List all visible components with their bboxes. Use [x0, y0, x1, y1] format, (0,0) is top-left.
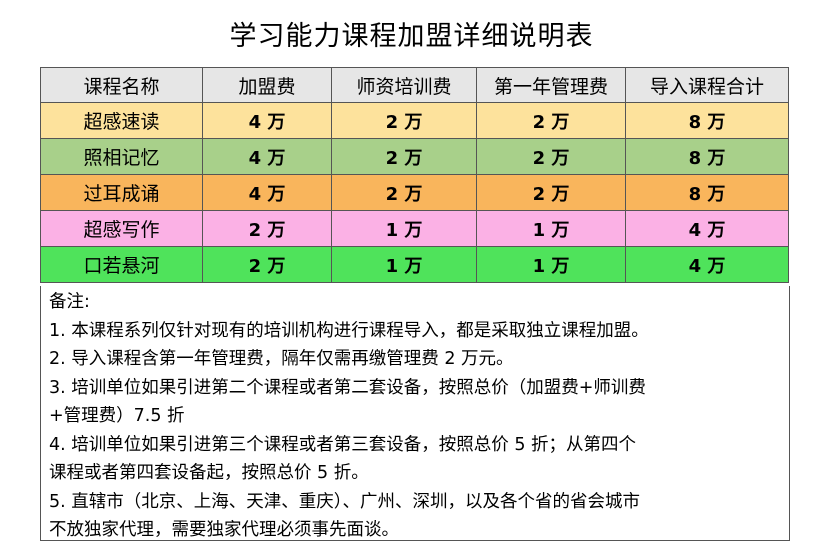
fee-cell: 4 万: [625, 246, 789, 283]
fee-cell: 1 万: [476, 246, 626, 283]
note-line: 4. 培训单位如果引进第三个课程或者第三套设备，按照总价 5 折；从第四个: [49, 434, 637, 455]
header-total: 导入课程合计: [625, 67, 789, 103]
fee-cell: 2 万: [476, 174, 626, 211]
fee-cell: 2 万: [476, 102, 626, 139]
fee-cell: 2 万: [331, 138, 477, 175]
header-franchise-fee: 加盟费: [202, 67, 332, 103]
header-training-fee: 师资培训费: [331, 67, 477, 103]
fee-cell: 8 万: [625, 138, 789, 175]
fee-cell: 8 万: [625, 174, 789, 211]
fee-cell: 4 万: [625, 210, 789, 247]
course-name-cell: 过耳成诵: [40, 174, 203, 211]
fee-cell: 4 万: [202, 138, 332, 175]
course-name-cell: 超感写作: [40, 210, 203, 247]
course-name-cell: 超感速读: [40, 102, 203, 139]
notes-section: 备注: 1. 本课程系列仅针对现有的培训机构进行课程导入，都是采取独立课程加盟。…: [40, 286, 790, 541]
note-line: 3. 培训单位如果引进第二个课程或者第二套设备，按照总价（加盟费+师训费: [49, 377, 646, 398]
fee-cell: 1 万: [476, 210, 626, 247]
header-management-fee: 第一年管理费: [476, 67, 626, 103]
fee-cell: 2 万: [476, 138, 626, 175]
note-line: 5. 直辖市（北京、上海、天津、重庆）、广州、深圳，以及各个省的省会城市: [49, 491, 641, 512]
fee-cell: 1 万: [331, 246, 477, 283]
note-line: +管理费）7.5 折: [49, 406, 185, 426]
fee-cell: 4 万: [202, 174, 332, 211]
fee-cell: 8 万: [625, 102, 789, 139]
fee-cell: 2 万: [331, 102, 477, 139]
notes-heading: 备注:: [49, 292, 90, 312]
header-course-name: 课程名称: [40, 67, 203, 103]
course-name-cell: 口若悬河: [40, 246, 203, 283]
fee-cell: 2 万: [331, 174, 477, 211]
table-header-row: 课程名称 加盟费 师资培训费 第一年管理费 导入课程合计: [40, 67, 789, 103]
note-line: 2. 导入课程含第一年管理费，隔年仅需再缴管理费 2 万元。: [49, 349, 514, 369]
fee-cell: 2 万: [202, 210, 332, 247]
note-line: 1. 本课程系列仅针对现有的培训机构进行课程导入，都是采取独立课程加盟。: [49, 320, 649, 341]
fee-cell: 1 万: [331, 210, 477, 247]
course-name-cell: 照相记忆: [40, 138, 203, 175]
fee-cell: 2 万: [202, 246, 332, 283]
note-line: 课程或者第四套设备起，按照总价 5 折。: [49, 463, 369, 483]
note-line: 不放独家代理，需要独家代理必须事先面谈。: [49, 520, 399, 540]
page-title: 学习能力课程加盟详细说明表: [229, 21, 594, 52]
fee-cell: 4 万: [202, 102, 332, 139]
